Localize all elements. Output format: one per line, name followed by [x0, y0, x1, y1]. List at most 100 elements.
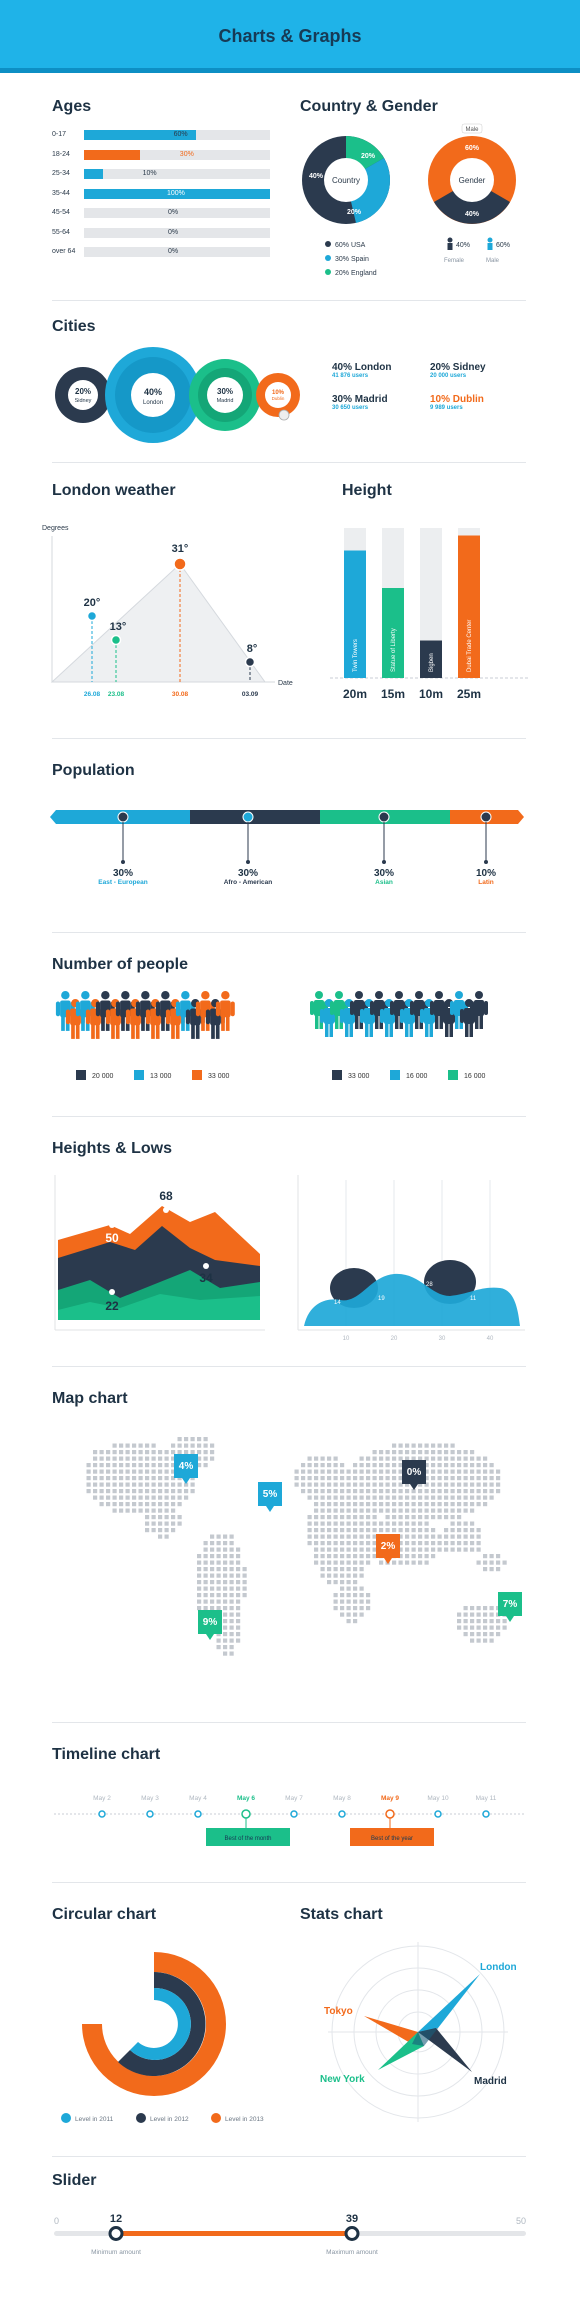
circular-legend-item: Level in 2012 [150, 2116, 189, 2123]
gender-legend-pct: 60% [496, 242, 510, 249]
height-bar [382, 588, 404, 678]
section-divider [52, 2156, 526, 2157]
map-chart: 4% 5% 0% 2% 9% 7% [86, 1437, 522, 1656]
gender-tag [461, 123, 483, 134]
city-pct: 40% [144, 387, 162, 397]
city-pct: 30% [217, 387, 233, 396]
country-center-label: Country [332, 176, 360, 185]
timeline-date: May 9 [381, 1795, 399, 1802]
cursor-icon [278, 409, 290, 421]
city-name: London [143, 400, 163, 406]
city-stat-pct: 10% Dublin [430, 394, 484, 405]
height-bar [344, 550, 366, 678]
map-marker: 2% [376, 1534, 400, 1564]
age-row-label: 18-24 [52, 150, 70, 158]
area-lightgreen [58, 1294, 260, 1320]
map-marker-value: 5% [263, 1489, 278, 1500]
slider-low-handle[interactable] [108, 2226, 124, 2241]
age-row-value: 100% [167, 189, 185, 197]
timeline-point[interactable] [146, 1810, 154, 1818]
country-gender-chart: Country 40% 20% 20% 60% USA 30% Spain 20… [302, 123, 516, 277]
height-chart: Twin Towers 20m Statue of Liberty 15m Bigben… [330, 528, 530, 701]
height-bar-name: Bigben [429, 653, 435, 672]
map-marker-value: 9% [203, 1617, 218, 1628]
weather-chart: Degrees Date 20° 13° 31° 8° 26.08 23.08 … [42, 525, 293, 698]
slider-low-value: 12 [110, 2213, 122, 2225]
map-marker-value: 2% [381, 1541, 396, 1552]
map-marker: 7% [498, 1592, 522, 1622]
circular-legend: Level in 2011 Level in 2012 Level in 201… [61, 2113, 264, 2123]
timeline-point[interactable] [385, 1809, 395, 1819]
map-marker: 4% [174, 1454, 198, 1484]
legend-item: 30% Spain [335, 256, 369, 263]
weather-xlabel: Date [278, 680, 293, 687]
stats-label: London [480, 1962, 517, 1973]
pin-icon [325, 241, 331, 247]
timeline-point[interactable] [98, 1810, 106, 1818]
circular-chart: Level in 2011 Level in 2012 Level in 201… [61, 1952, 264, 2123]
person-icon [95, 991, 115, 1031]
weather-point [244, 656, 256, 668]
circular-ring-2011 [130, 1987, 191, 2060]
gender-donut-hole [450, 158, 494, 202]
timeline-date: May 3 [141, 1795, 159, 1802]
city-name: Dublin [272, 396, 285, 401]
age-bar [84, 130, 270, 140]
people-legend-value: 16 000 [406, 1073, 428, 1080]
slider-high-value: 39 [346, 2213, 358, 2225]
age-row-value: 60% [173, 131, 188, 138]
weather-temp: 20° [84, 597, 101, 609]
timeline-event-label: Best of the year [371, 1836, 413, 1842]
population-markers [117, 811, 492, 864]
city-circle-dublin: 10% Dublin [256, 373, 300, 421]
age-row-label: 25-34 [52, 170, 70, 177]
stats-label: Tokyo [324, 2006, 353, 2017]
city-stat-pct: 40% London [332, 362, 392, 373]
radar-spoke-madrid [418, 2028, 472, 2072]
timeline-point[interactable] [338, 1810, 346, 1818]
gender-legend: 40% Female 60% Male [444, 237, 510, 264]
radar-spoke-tokyo [364, 2016, 418, 2044]
cube-icon [390, 1070, 400, 1080]
age-bar [84, 247, 270, 257]
city-stat-users: 41 876 users [332, 373, 369, 379]
wave-area [304, 1273, 520, 1326]
age-bar-fill [84, 149, 140, 160]
male-icon-body [487, 243, 493, 250]
person-icon [215, 991, 235, 1031]
people-legend-value: 16 000 [464, 1073, 486, 1080]
timeline-point[interactable] [194, 1810, 202, 1818]
country-slice-label: 20% [347, 209, 362, 216]
range-slider[interactable]: 0 50 12 39 Minimum amount Maximum amount [50, 2206, 530, 2266]
timeline-point[interactable] [482, 1810, 490, 1818]
slider-high-handle[interactable] [344, 2226, 360, 2241]
person-icon [85, 999, 105, 1039]
weather-date: 26.08 [84, 691, 101, 698]
slider-title: Slider [52, 2172, 97, 2189]
timeline-point[interactable] [434, 1810, 442, 1818]
stats-chart: London Tokyo New York Madrid [320, 1942, 517, 2122]
slider-low-caption: Minimum amount [91, 2249, 141, 2256]
gender-tag-label: Male [465, 127, 479, 133]
legend-item: 20% England [335, 270, 377, 277]
section-divider [52, 1882, 526, 1883]
city-stat-pct: 30% Madrid [332, 394, 388, 405]
people-legend-value: 13 000 [150, 1073, 172, 1080]
ages-title: Ages [52, 98, 92, 115]
slider-min-label: 0 [54, 2216, 59, 2226]
timeline-point[interactable] [241, 1809, 251, 1819]
height-bar-name: Statue of Liberty [391, 628, 397, 672]
cube-icon [192, 1070, 202, 1080]
people-title: Number of people [52, 956, 189, 973]
timeline-event-label: Best of the month [224, 1836, 271, 1842]
height-bar-name: Dubai Trade Center [467, 620, 473, 672]
age-bar [84, 188, 270, 199]
radar-spoke-newyork [378, 2032, 424, 2070]
map-marker-value: 0% [407, 1467, 422, 1478]
timeline-point[interactable] [290, 1810, 298, 1818]
stats-label: Madrid [474, 2076, 507, 2087]
cube-icon [332, 1070, 342, 1080]
population-pct: 30% [112, 868, 133, 879]
age-row-label: 35-44 [52, 189, 70, 197]
area-point [109, 1222, 115, 1228]
